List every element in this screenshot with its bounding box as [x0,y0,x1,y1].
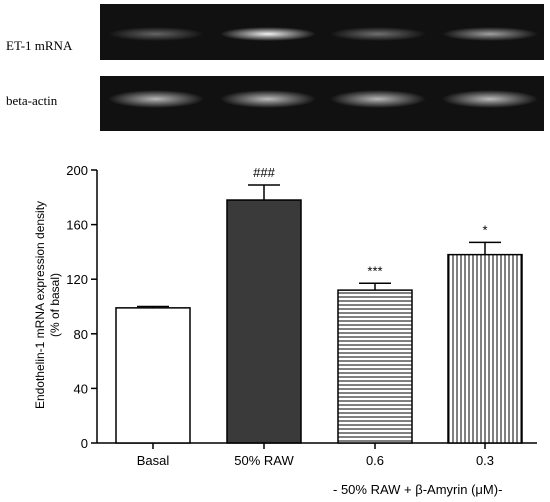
significance-marker: *** [367,263,382,278]
et1-band [108,27,204,41]
significance-marker: * [482,222,487,237]
y-tick-label: 40 [74,381,88,396]
actin-band [108,90,204,108]
y-axis-label-unit: (% of basal) [48,273,62,337]
x-tick-label: 0.6 [366,453,384,468]
actin-bands [108,90,538,108]
et1-blot [100,4,544,60]
actin-band [330,90,426,108]
actin-blot [100,76,544,131]
bar [226,199,302,444]
et1-band [330,27,426,41]
group-label: - 50% RAW + β-Amyrin (μM)- [333,482,502,497]
y-tick-label: 200 [66,163,88,178]
significance-marker: ### [253,165,275,180]
et1-band [442,27,538,41]
y-tick-label: 160 [66,218,88,233]
y-axis-label: Endothelin-1 mRNA expression density [33,201,47,409]
x-tick-label: Basal [137,453,170,468]
et1-band [220,27,316,41]
bar [115,307,191,444]
bar [337,289,413,444]
x-tick-label: 50% RAW [234,453,294,468]
et1-bands [108,27,538,41]
y-tick-label: 0 [81,436,88,451]
et1-label: ET-1 mRNA [6,38,73,53]
actin-label: beta-actin [6,93,58,108]
bar [447,253,523,444]
actin-band [220,90,316,108]
y-tick-label: 80 [74,327,88,342]
y-tick-label: 120 [66,272,88,287]
actin-band [442,90,538,108]
x-tick-label: 0.3 [476,453,494,468]
